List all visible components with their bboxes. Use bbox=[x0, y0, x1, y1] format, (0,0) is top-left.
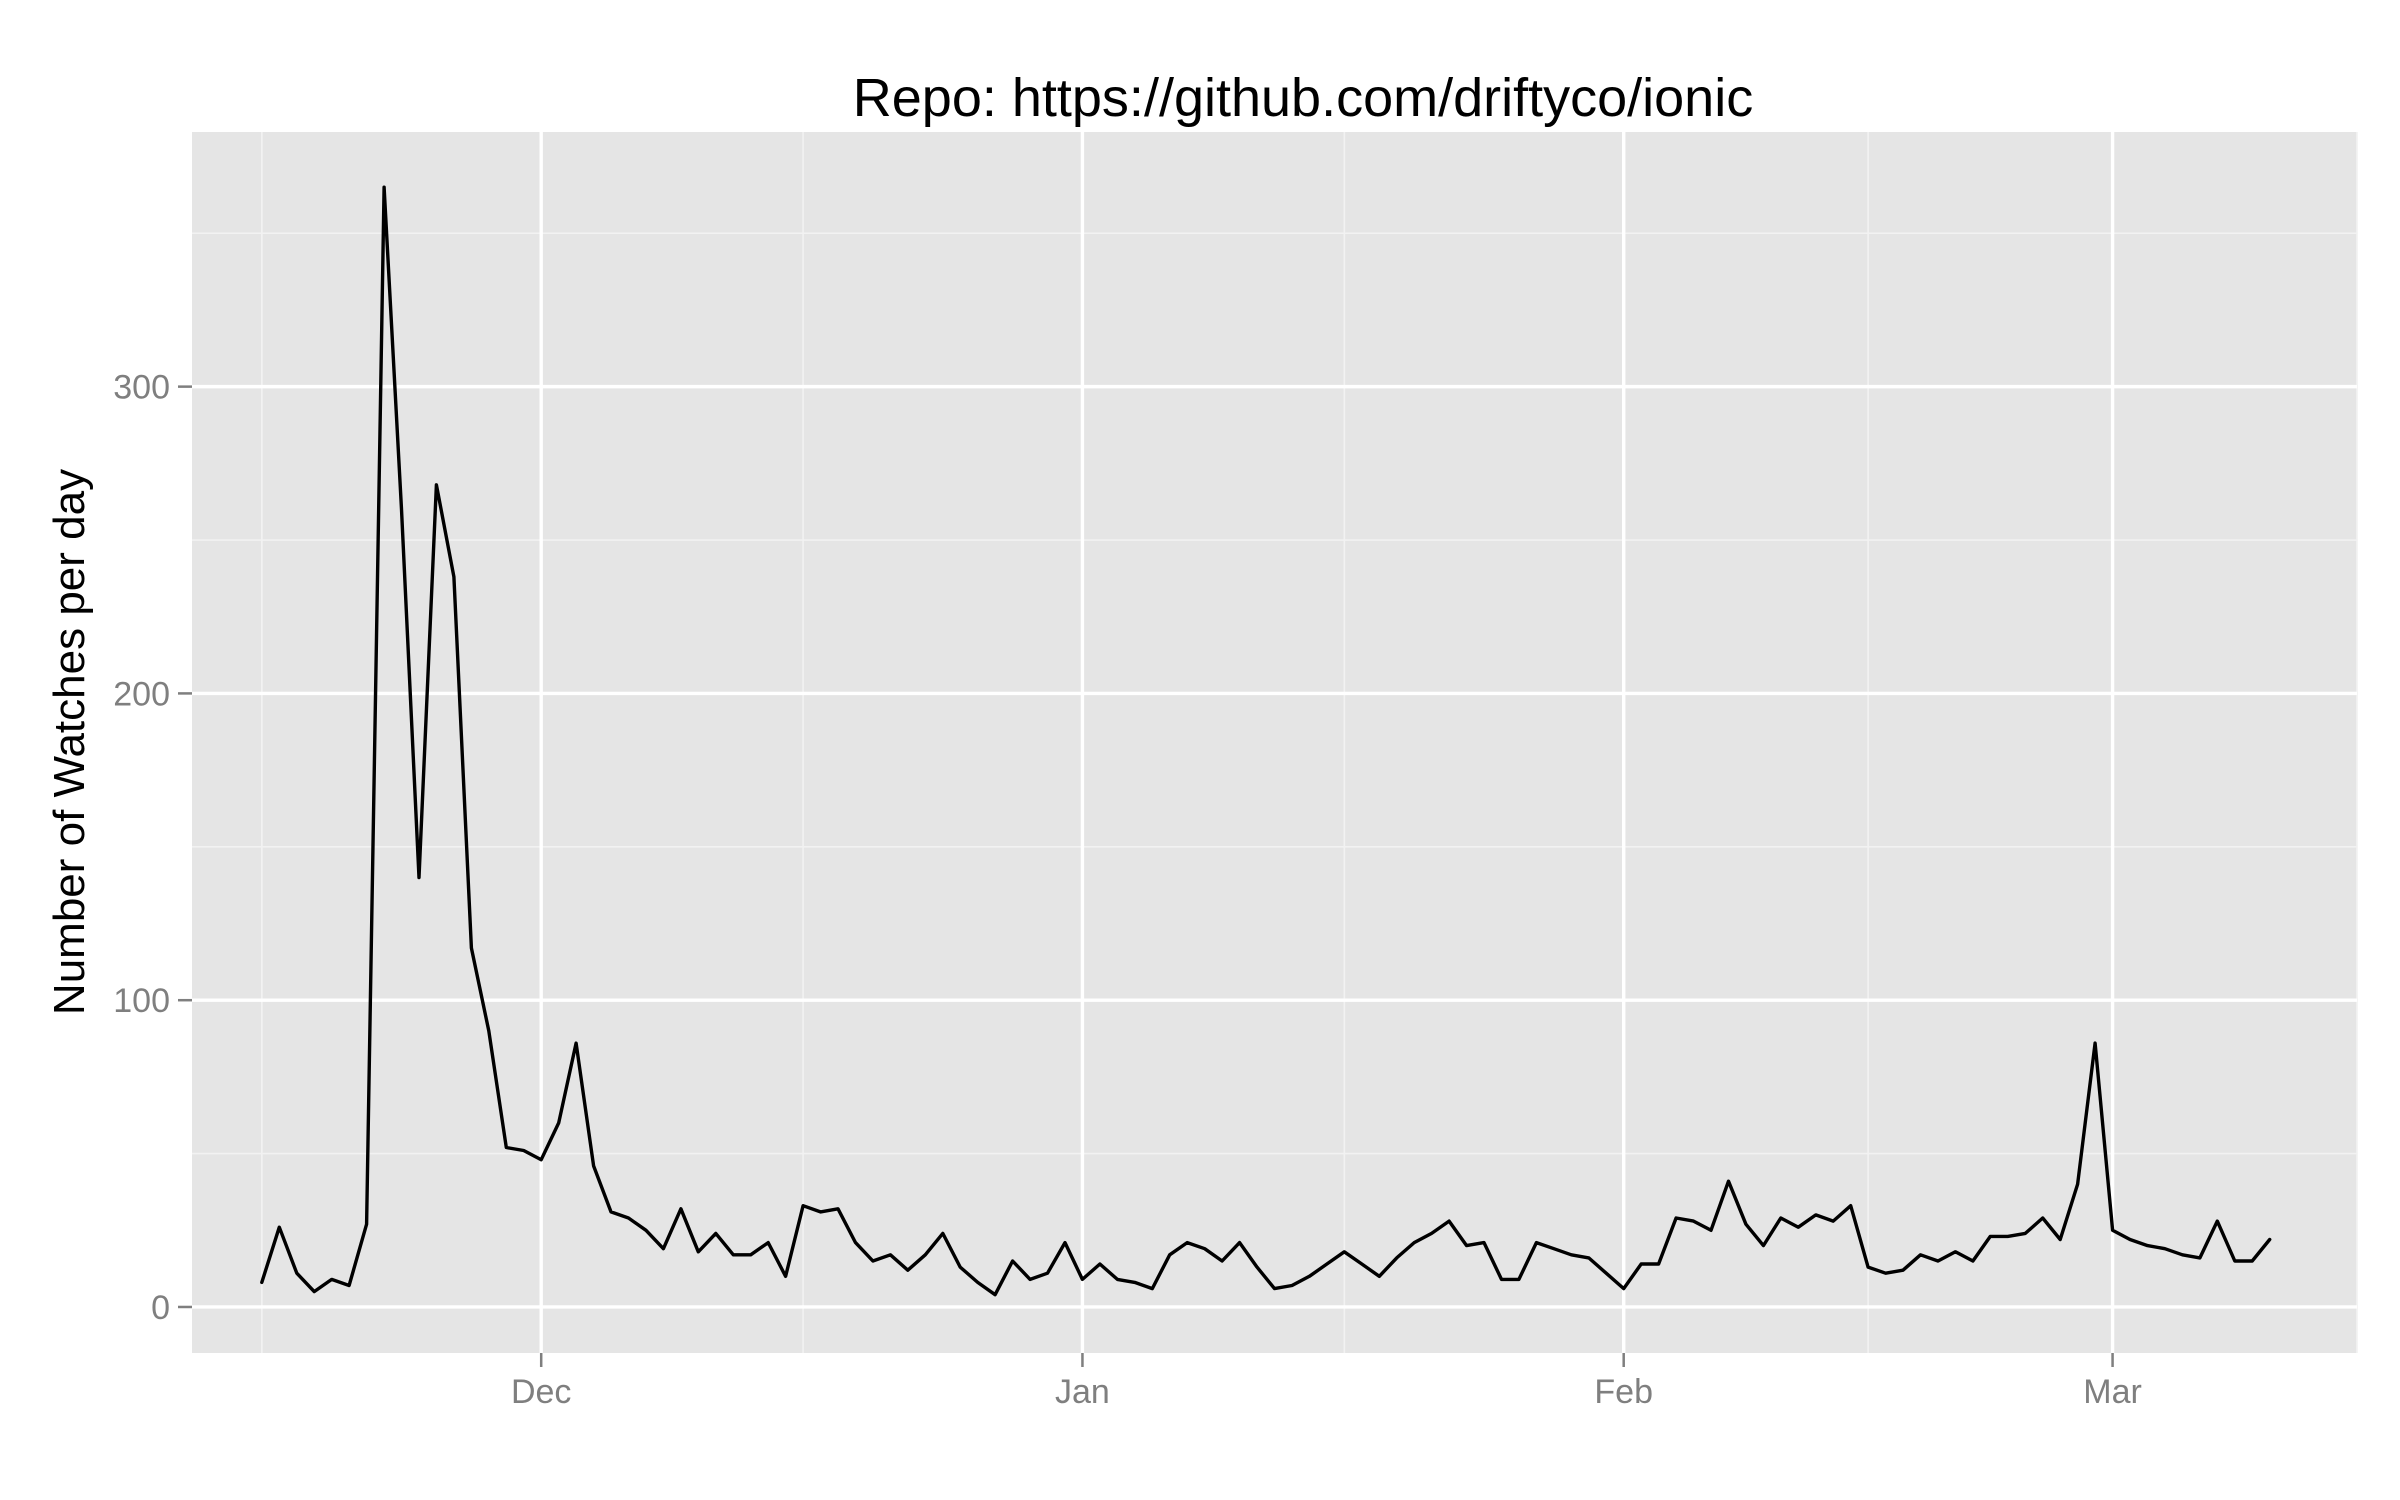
y-tick-label: 100 bbox=[113, 982, 170, 1020]
major-grid bbox=[192, 132, 2357, 1353]
x-tick-label: Jan bbox=[1055, 1373, 1110, 1411]
plot-panel bbox=[192, 132, 2357, 1353]
y-tick-label: 300 bbox=[113, 369, 170, 407]
watches-series-line bbox=[260, 185, 2272, 1297]
y-axis-label: Number of Watches per day bbox=[45, 469, 94, 1015]
x-tick-label: Mar bbox=[2083, 1373, 2142, 1411]
x-tick-label: Feb bbox=[1594, 1373, 1653, 1411]
x-axis: Dec Jan Feb Mar bbox=[511, 1353, 2142, 1411]
y-axis: 0 100 200 300 bbox=[113, 369, 192, 1327]
x-tick-label: Dec bbox=[511, 1373, 571, 1411]
y-tick-label: 200 bbox=[113, 675, 170, 713]
minor-grid bbox=[192, 132, 2358, 1353]
chart-title: Repo: https://github.com/driftyco/ionic bbox=[853, 68, 1753, 128]
y-tick-label: 0 bbox=[151, 1289, 170, 1327]
